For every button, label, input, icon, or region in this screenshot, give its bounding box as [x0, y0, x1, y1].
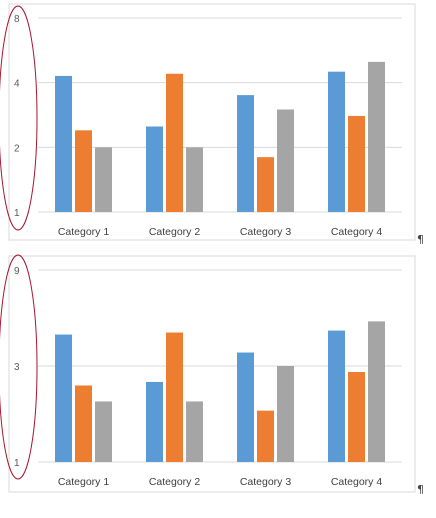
bar-series-2-category-1 — [75, 385, 92, 462]
category-label: Category 1 — [58, 476, 110, 488]
bar-series-3-category-2 — [186, 147, 203, 212]
bar-series-1-category-2 — [146, 382, 163, 462]
category-label: Category 3 — [240, 476, 292, 488]
y-tick-label: 8 — [14, 14, 20, 25]
category-label: Category 2 — [149, 476, 201, 488]
bar-series-1-category-3 — [237, 95, 254, 212]
category-label: Category 2 — [149, 226, 201, 238]
bar-series-3-category-3 — [277, 366, 294, 462]
bar-series-1-category-1 — [55, 335, 72, 462]
y-tick-label: 3 — [14, 362, 20, 373]
bar-series-1-category-4 — [328, 72, 345, 212]
bar-series-2-category-3 — [257, 411, 274, 462]
bar-series-3-category-3 — [277, 110, 294, 212]
bar-series-2-category-4 — [348, 372, 365, 462]
category-label: Category 4 — [331, 226, 383, 238]
bar-series-3-category-4 — [368, 62, 385, 212]
chart-1[interactable]: 1 2 4 8 Category 1 Category 2 Category 3 Categ… — [9, 4, 415, 240]
category-label: Category 3 — [240, 226, 292, 238]
bar-series-1-category-2 — [146, 127, 163, 212]
bar-series-2-category-2 — [166, 333, 183, 462]
y-tick-label: 9 — [14, 266, 20, 277]
bar-series-2-category-2 — [166, 74, 183, 212]
bar-series-2-category-1 — [75, 130, 92, 212]
paragraph-mark: ¶ — [417, 483, 424, 496]
category-label: Category 4 — [331, 476, 383, 488]
y-tick-label: 4 — [14, 79, 20, 90]
bar-series-1-category-1 — [55, 76, 72, 212]
chart-2[interactable]: 1 3 9 Category 1 Category 2 Category 3 Catego… — [9, 256, 415, 492]
y-tick-label: 2 — [14, 143, 20, 154]
bar-series-3-category-4 — [368, 321, 385, 462]
bar-series-2-category-3 — [257, 157, 274, 212]
y-tick-label: 1 — [14, 458, 20, 469]
bar-series-3-category-1 — [95, 401, 112, 462]
paragraph-mark: ¶ — [417, 233, 424, 246]
bar-series-3-category-2 — [186, 401, 203, 462]
y-tick-label: 1 — [14, 208, 20, 219]
bar-series-2-category-4 — [348, 116, 365, 212]
bar-series-1-category-4 — [328, 331, 345, 462]
category-label: Category 1 — [58, 226, 110, 238]
bar-series-1-category-3 — [237, 353, 254, 462]
bar-series-3-category-1 — [95, 147, 112, 212]
